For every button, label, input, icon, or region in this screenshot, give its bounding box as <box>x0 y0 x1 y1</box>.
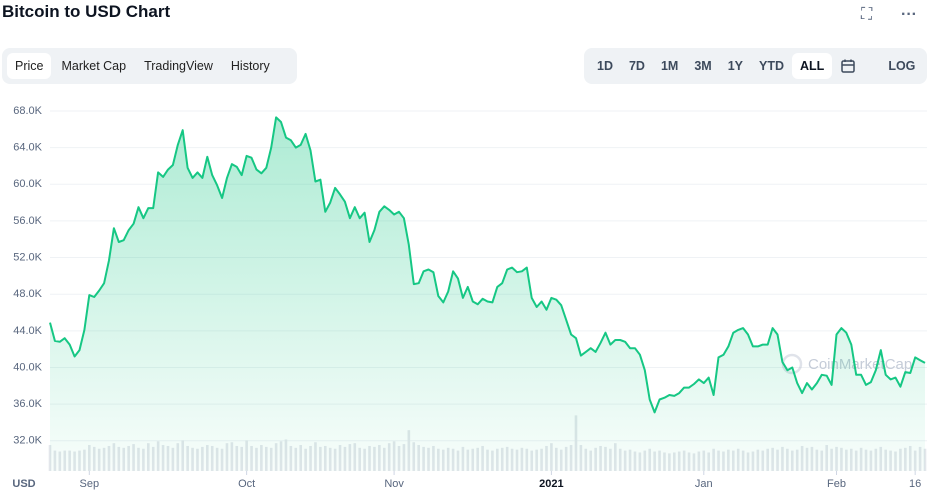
calendar-button[interactable] <box>832 52 864 80</box>
y-tick-label: 60.0K <box>13 178 42 190</box>
y-tick-label: 44.0K <box>13 325 42 337</box>
range-button[interactable]: 1Y <box>727 59 744 73</box>
x-tick-label: Jan <box>695 478 713 490</box>
tab[interactable]: Market Cap <box>61 59 127 73</box>
tab-bar: Price Market Cap TradingView History <box>2 48 297 84</box>
y-tick-label: 40.0K <box>13 361 42 373</box>
y-tick-label: 68.0K <box>13 105 42 117</box>
range-button[interactable]: YTD <box>759 59 785 73</box>
range-button[interactable]: 1M <box>660 59 679 73</box>
y-tick-label: 56.0K <box>13 215 42 227</box>
x-tick-label: 2021 <box>539 478 563 490</box>
range-button[interactable]: 7D <box>628 59 645 73</box>
watermark-text: CoinMarketCap <box>808 356 912 373</box>
x-tick-label: Oct <box>238 478 255 490</box>
range-button[interactable]: ALL <box>792 53 833 79</box>
x-tick-label: Sep <box>80 478 100 490</box>
tab[interactable]: History <box>230 59 270 73</box>
price-line <box>49 116 926 414</box>
y-tick-label: 52.0K <box>13 251 42 263</box>
currency-label: USD <box>12 478 35 490</box>
tab[interactable]: Price <box>7 53 52 79</box>
range-bar: 1D 7D 1M 3M 1Y YTD ALL LOG <box>584 48 927 84</box>
log-button[interactable]: LOG <box>888 59 916 73</box>
range-button[interactable]: 1D <box>597 59 613 73</box>
y-tick-label: 48.0K <box>13 288 42 300</box>
tab[interactable]: TradingView <box>144 59 213 73</box>
fullscreen-icon[interactable]: ⛶ <box>861 6 873 23</box>
more-icon[interactable]: ··· <box>901 6 917 23</box>
x-tick-label: Nov <box>384 478 404 490</box>
y-tick-label: 32.0K <box>13 435 42 447</box>
x-tick-label: Feb <box>827 478 846 490</box>
price-area <box>50 117 925 472</box>
y-tick-label: 36.0K <box>13 398 42 410</box>
x-tick-label: 16 <box>909 478 921 490</box>
range-button[interactable]: 3M <box>694 59 712 73</box>
page-title: Bitcoin to USD Chart <box>2 2 171 21</box>
y-tick-label: 64.0K <box>13 142 42 154</box>
